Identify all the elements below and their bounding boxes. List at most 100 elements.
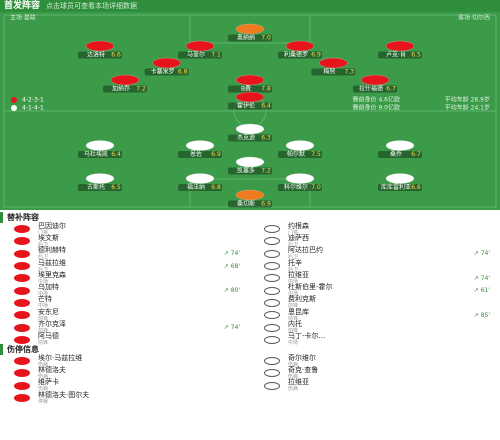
name-pill [144, 68, 189, 76]
list-row: 芒特 中场 [0, 295, 250, 310]
name-pill [78, 184, 122, 191]
list-row: 安东尼 前锋 [0, 308, 250, 322]
list-row: 马丁-卡尔... 中场 [250, 333, 500, 347]
list-row: 费利克斯 前锋 [250, 295, 500, 309]
player-name: 卡塞米罗 [151, 68, 175, 76]
list-row: 奇克·查鲁 伤病 [250, 366, 500, 380]
player-name: 马奎尔 [187, 51, 205, 59]
player-name: 加纳乔 [112, 85, 130, 93]
player-text: 迪萨西 后卫 [288, 234, 309, 248]
player-name: 芒特 [38, 295, 52, 304]
player-name: 桑切斯 [237, 200, 255, 208]
player-name: 阿马德 [38, 332, 59, 341]
name-pill [378, 184, 422, 191]
player-name: 巴因迪尔 [38, 221, 66, 230]
player-name: 库库雷利亚 [381, 183, 411, 191]
player-rating: 7.5 [311, 151, 321, 158]
player-position: 前锋 [38, 315, 49, 322]
player-icon [185, 40, 215, 52]
list-row: 维萨卡 伤病 [0, 378, 250, 392]
player-icon [85, 40, 115, 52]
player-icon [152, 57, 181, 69]
player-name: 拉什福德 [359, 85, 383, 93]
list-row: 巴因迪尔 门将 [0, 221, 250, 236]
name-pill [228, 102, 272, 110]
title: 首发阵容 [4, 1, 41, 11]
name-pill [78, 51, 122, 59]
subs-cols: 巴因迪尔 门将 埃文斯 后卫 德利赫特 后卫 ↗ 74' 马兹拉维 后卫 ↗ 68' 埃里克森 中场乌… [0, 221, 500, 347]
player-name: 恩佐 [190, 150, 202, 158]
name-pill [228, 134, 272, 142]
player-name: 维萨卡 [38, 378, 59, 387]
name-pill [378, 151, 422, 158]
player-position: 前锋 [288, 315, 299, 322]
injury-section: 伤停信息 埃尔·马兹拉维 伤病 林德洛夫 伤病 维萨卡 伤病 林德洛夫·图尔夫 停赛 奇尔维尔 伤病… [0, 344, 500, 405]
player-name: 马杜埃凯 [84, 150, 108, 158]
player-name: 梅努 [323, 68, 335, 76]
list-column: 埃尔·马兹拉维 伤病 林德洛夫 伤病 维萨卡 伤病 林德洛夫·图尔夫 停赛 [0, 354, 250, 405]
player-text: 马兹拉维 后卫 [38, 259, 66, 273]
player-name: 林德洛夫·图尔夫 [38, 390, 90, 399]
name-pill [278, 184, 322, 191]
player-text: 巴因迪尔 门将 [38, 221, 66, 236]
player-rating: 6.7 [411, 151, 421, 158]
player-icon [319, 57, 348, 69]
name-pill [228, 34, 272, 42]
player-rating: 6.8 [178, 69, 188, 76]
player-text: 拉维亚 伤病 [288, 378, 309, 393]
player-icon [264, 262, 280, 271]
player-name: B费 [241, 85, 251, 93]
player-icon [264, 298, 280, 307]
injury-reason: 伤病 [288, 373, 299, 380]
player-icon [14, 249, 30, 258]
player-icon [264, 274, 280, 283]
player-text: 埃尔·马兹拉维 伤病 [38, 354, 82, 368]
player-name: 恩昆库 [288, 307, 309, 316]
list-row: 恩昆库 前锋 ↗ 85' [250, 307, 500, 322]
sub-event: ↗ 68' [223, 262, 240, 270]
player-position: 后卫 [288, 254, 299, 261]
section-title: 替补阵容 [0, 212, 500, 223]
player-text: 马丁-卡尔... 中场 [288, 333, 325, 347]
player-position: 后卫 [288, 241, 299, 248]
player-icon [14, 311, 30, 320]
player-rating: 6.6 [411, 184, 421, 191]
player-name: 费利克斯 [288, 295, 316, 304]
team-value: 赛前身价 4.6亿欧 [353, 96, 400, 104]
player-name: 古斯托 [87, 183, 105, 191]
player-rating: 7.2 [261, 168, 271, 175]
player-name: 桑乔 [390, 150, 402, 158]
player-icon [185, 140, 215, 151]
section-title: 伤停信息 [0, 344, 500, 355]
player-name: 埃里克森 [38, 270, 66, 279]
player-text: 约根森 门将 [288, 222, 309, 236]
player-icon [264, 335, 280, 344]
player-text: 托辛 后卫 [288, 259, 302, 273]
player-name: 阿达拉巴约 [288, 246, 323, 255]
player-rating: 6.8 [211, 184, 221, 191]
list-row: 内托 前锋 [250, 321, 500, 335]
player-icon [14, 369, 30, 378]
player-position: 前锋 [38, 328, 49, 335]
list-column: 巴因迪尔 门将 埃文斯 后卫 德利赫特 后卫 ↗ 74' 马兹拉维 后卫 ↗ 68' 埃里克森 中场乌… [0, 221, 250, 347]
list-row: 托辛 后卫 [250, 259, 500, 273]
player-icon [14, 237, 30, 246]
name-pill [228, 85, 272, 93]
player-name: 拉维亚 [288, 378, 309, 387]
player-name: 凯塞多 [237, 167, 255, 175]
player-text: 阿马德 前锋 [38, 332, 59, 347]
list-row: 乌加特 中场 ↗ 80' [0, 284, 250, 297]
subs-section: 替补阵容 巴因迪尔 门将 埃文斯 后卫 德利赫特 后卫 ↗ 74' 马兹拉维 后卫 ↗ 68' 埃里克… [0, 212, 500, 346]
player-text: 芒特 中场 [38, 295, 52, 310]
player-name: 杰克逊 [237, 134, 255, 142]
player-position: 中场 [288, 340, 299, 347]
injury-reason: 伤病 [288, 386, 299, 393]
player-text: 内托 前锋 [288, 321, 302, 335]
player-icon [235, 189, 265, 201]
list-row: 林德洛夫·图尔夫 停赛 [0, 390, 250, 405]
player-icon [185, 173, 215, 184]
player-icon [14, 357, 30, 366]
player-icon [264, 381, 280, 390]
list-row: 林德洛夫 伤病 [0, 366, 250, 380]
